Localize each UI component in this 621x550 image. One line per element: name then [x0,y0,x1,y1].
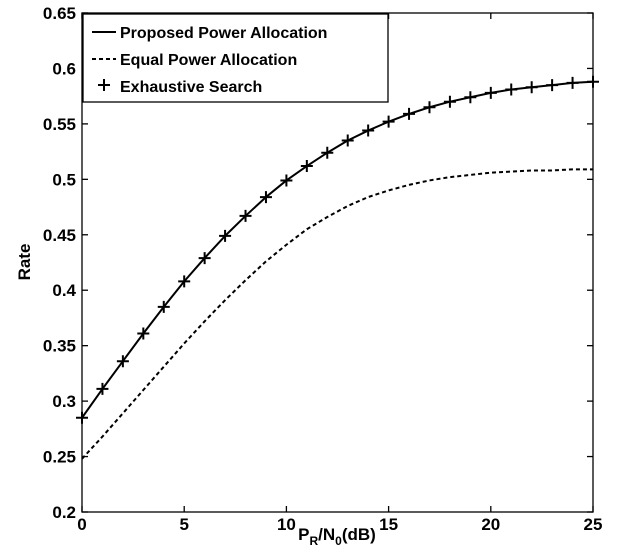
x-tick-label: 25 [584,515,603,534]
exhaustive-search-point [464,91,477,104]
exhaustive-search-point [280,174,293,187]
x-axis-label-tail: (dB) [342,525,376,544]
y-tick-label: 0.4 [52,281,76,300]
y-tick-label: 0.45 [43,226,76,245]
x-tick-label: 5 [179,515,188,534]
y-tick-label: 0.55 [43,115,76,134]
exhaustive-search-point [321,146,334,159]
exhaustive-search-point [403,107,416,120]
exhaustive-search-point [382,115,395,128]
y-tick-label: 0.25 [43,448,76,467]
exhaustive-search-point [566,76,579,89]
x-axis-label: PR/N0(dB) [298,525,376,548]
x-axis-label-mid: /N [318,525,335,544]
exhaustive-search-point [259,191,272,204]
legend-box [82,13,389,103]
x-tick-label: 10 [277,515,296,534]
x-tick-label: 20 [481,515,500,534]
legend-label-proposed: Proposed Power Allocation [120,25,327,42]
x-axis-label-sub2: 0 [335,534,342,548]
series-equal-power-allocation-line [81,168,593,460]
x-tick-label: 15 [379,515,398,534]
y-tick-label: 0.35 [43,337,76,356]
exhaustive-search-point [525,81,538,94]
exhaustive-search-point [587,75,599,88]
exhaustive-search-point [157,300,170,313]
exhaustive-search-point [198,252,211,265]
exhaustive-search-point [341,134,354,147]
legend-swatch-exhaustive [98,79,110,91]
x-axis-label-sub1: R [310,534,319,548]
exhaustive-search-point [484,86,497,99]
exhaustive-search-point [137,327,150,340]
exhaustive-search-point [423,101,436,114]
y-tick-label: 0.65 [43,4,76,23]
legend-label-exhaustive: Exhaustive Search [120,79,262,96]
y-tick-label: 0.5 [52,170,76,189]
x-axis-label-main: P [298,525,309,544]
y-tick-label: 0.3 [52,392,76,411]
exhaustive-search-point [300,160,313,173]
y-tick-label: 0.6 [52,59,76,78]
x-tick-labels: 0 5 10 15 20 25 [77,515,602,534]
exhaustive-search-point [219,229,232,242]
exhaustive-search-point [443,95,456,108]
y-tick-label: 0.2 [52,503,76,522]
x-tick-label: 0 [77,515,86,534]
series-layer [76,75,599,460]
y-tick-labels: 0.2 0.25 0.3 0.35 0.4 0.45 0.5 0.55 0.6 0.65 [43,4,77,522]
legend-label-equal: Equal Power Allocation [120,52,297,69]
exhaustive-search-point [76,411,88,424]
exhaustive-search-point [362,124,375,137]
exhaustive-search-point [239,209,252,222]
exhaustive-search-point [178,275,191,288]
exhaustive-search-point [96,382,109,395]
exhaustive-search-point [505,83,518,96]
exhaustive-search-point [116,355,129,368]
exhaustive-search-point [546,79,559,92]
series-exhaustive-search-markers [76,75,599,424]
tick-marks [81,12,594,513]
y-axis-label: Rate [15,244,34,281]
legend: Proposed Power Allocation Equal Power Al… [82,13,389,103]
